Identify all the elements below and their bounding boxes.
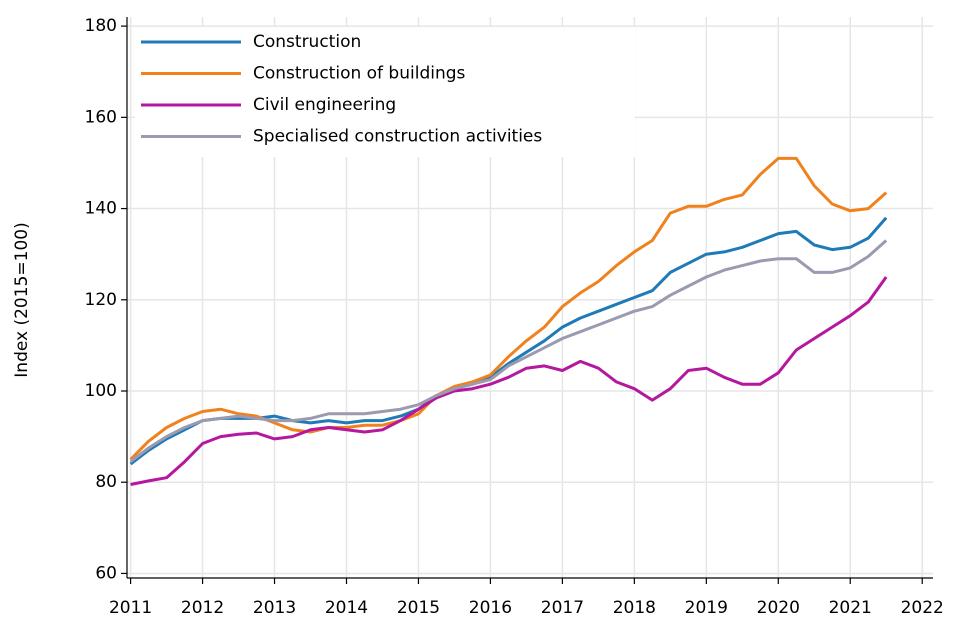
y-tick-label: 140 xyxy=(85,199,117,219)
x-tick-label: 2013 xyxy=(253,598,296,618)
data-line xyxy=(129,156,888,461)
legend-label: Specialised construction activities xyxy=(253,127,542,147)
y-tick-label: 80 xyxy=(95,472,117,492)
y-tick-label: 60 xyxy=(95,563,117,583)
legend-label: Construction of buildings xyxy=(253,64,466,84)
y-axis-label: Index (2015=100) xyxy=(12,222,32,377)
x-tick-label: 2015 xyxy=(397,598,440,618)
x-tick-label: 2014 xyxy=(325,598,368,618)
x-tick-label: 2022 xyxy=(901,598,944,618)
x-tick-label: 2018 xyxy=(613,598,656,618)
y-tick-label: 180 xyxy=(85,16,117,36)
x-tick-label: 2019 xyxy=(685,598,728,618)
data-line xyxy=(129,216,888,466)
legend-label: Civil engineering xyxy=(253,95,396,115)
x-tick-label: 2020 xyxy=(757,598,800,618)
x-tick-label: 2012 xyxy=(181,598,224,618)
x-tick-label: 2021 xyxy=(829,598,872,618)
y-tick-label: 120 xyxy=(85,290,117,310)
legend-label: Construction xyxy=(253,32,361,52)
x-tick-label: 2016 xyxy=(469,598,512,618)
y-tick-label: 100 xyxy=(85,381,117,401)
data-line xyxy=(129,239,888,463)
x-tick-label: 2017 xyxy=(541,598,584,618)
data-line xyxy=(130,276,888,486)
y-tick-label: 160 xyxy=(85,107,117,127)
x-tick-label: 2011 xyxy=(109,598,152,618)
